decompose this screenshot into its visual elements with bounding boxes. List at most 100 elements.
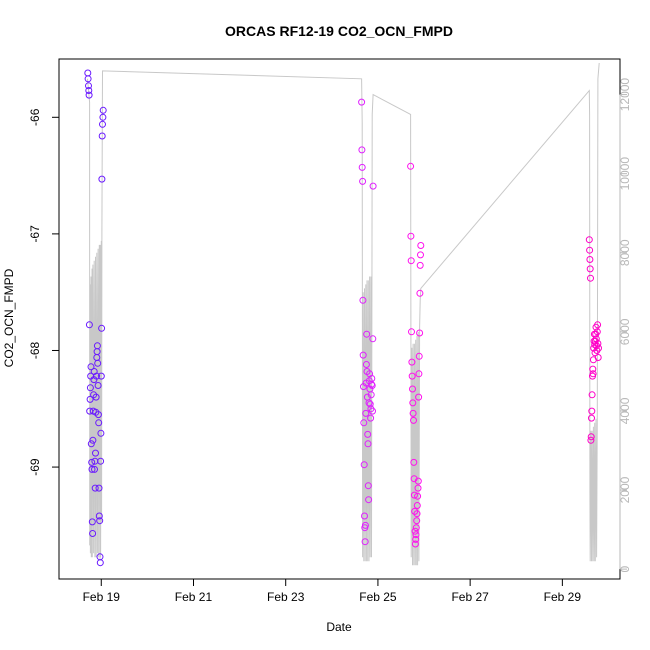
- data-point: [94, 382, 102, 389]
- data-point: [413, 510, 421, 518]
- x-tick-label: Feb 23: [267, 590, 305, 604]
- x-tick-label: Feb 27: [451, 590, 489, 604]
- data-points-layer: [84, 69, 602, 567]
- data-point: [593, 328, 601, 336]
- data-point: [413, 517, 421, 525]
- data-point: [585, 236, 593, 244]
- x-tick-label: Feb 21: [175, 590, 213, 604]
- data-point: [96, 517, 104, 525]
- data-point: [98, 132, 106, 140]
- x-tick-label: Feb 19: [83, 590, 121, 604]
- y-tick-label: -66: [28, 108, 42, 126]
- data-point: [409, 385, 416, 393]
- data-point: [415, 393, 423, 401]
- data-point: [367, 391, 375, 399]
- chart-title: ORCAS RF12-19 CO2_OCN_FMPD: [225, 23, 453, 39]
- data-point: [407, 162, 415, 170]
- y-axis-label: CO2_OCN_FMPD: [2, 268, 16, 367]
- data-point: [369, 335, 377, 343]
- data-point: [417, 242, 425, 249]
- data-point: [365, 496, 373, 504]
- data-point: [359, 177, 367, 185]
- data-point: [415, 370, 423, 378]
- right-y-axis: 0 2000 4000 6000 8000 10000 12000: [618, 78, 632, 573]
- data-point: [361, 521, 369, 529]
- data-point: [360, 461, 368, 469]
- data-point: [97, 457, 105, 465]
- data-point: [364, 430, 372, 438]
- data-point: [91, 484, 99, 492]
- data-point: [361, 512, 368, 520]
- data-point: [89, 436, 97, 444]
- data-point: [97, 429, 105, 437]
- right-y-tick-label: 8000: [618, 239, 632, 266]
- data-point: [87, 440, 95, 448]
- data-point: [411, 540, 419, 548]
- data-point: [413, 502, 421, 509]
- data-point: [89, 530, 97, 537]
- data-point: [409, 399, 417, 407]
- data-point: [410, 491, 418, 499]
- data-point: [366, 400, 374, 408]
- data-point: [408, 328, 415, 336]
- data-point: [408, 358, 416, 366]
- data-point: [98, 175, 106, 183]
- data-point: [409, 409, 417, 417]
- data-point: [362, 409, 370, 417]
- data-point: [88, 518, 96, 526]
- data-point: [99, 113, 107, 121]
- x-axis-label: Date: [326, 620, 352, 634]
- data-point: [359, 296, 367, 304]
- data-point: [97, 372, 105, 380]
- data-point: [588, 391, 596, 399]
- data-point: [414, 492, 422, 500]
- data-point: [595, 344, 602, 352]
- data-point: [87, 363, 95, 371]
- data-point: [361, 538, 369, 546]
- data-point: [411, 527, 419, 535]
- data-point: [88, 465, 96, 473]
- data-point: [416, 261, 424, 269]
- data-point: [368, 382, 376, 389]
- data-point: [92, 449, 99, 457]
- data-point: [586, 246, 594, 254]
- data-point: [587, 433, 595, 441]
- data-point: [95, 419, 103, 427]
- data-point: [368, 375, 376, 382]
- data-point: [363, 330, 371, 338]
- right-y-tick-label: 12000: [618, 78, 632, 112]
- data-point: [587, 274, 594, 282]
- data-point: [369, 182, 377, 190]
- data-point: [358, 98, 366, 106]
- data-point: [359, 351, 367, 359]
- right-y-tick-label: 6000: [618, 318, 632, 345]
- altitude-line: [87, 62, 600, 566]
- data-point: [589, 370, 597, 378]
- data-point: [416, 289, 424, 297]
- data-point: [594, 354, 602, 361]
- data-point: [86, 384, 94, 392]
- data-point: [85, 321, 93, 329]
- data-point: [364, 440, 372, 448]
- data-point: [412, 535, 420, 543]
- data-point: [94, 359, 102, 367]
- data-point: [93, 342, 101, 350]
- data-point: [407, 257, 415, 265]
- data-point: [416, 329, 424, 337]
- data-point: [369, 407, 376, 415]
- data-point: [588, 414, 595, 422]
- right-y-tick-label: 2000: [618, 476, 632, 503]
- data-point: [587, 436, 595, 444]
- data-point: [98, 324, 106, 332]
- data-point: [84, 69, 92, 77]
- data-point: [88, 458, 96, 466]
- data-point: [592, 335, 600, 343]
- data-point: [594, 340, 602, 347]
- altitude-line-layer: [87, 62, 600, 566]
- data-point: [364, 482, 372, 490]
- right-y-tick-label: 0: [618, 565, 632, 572]
- data-point: [92, 393, 100, 401]
- data-point: [411, 507, 419, 515]
- data-point: [84, 75, 92, 83]
